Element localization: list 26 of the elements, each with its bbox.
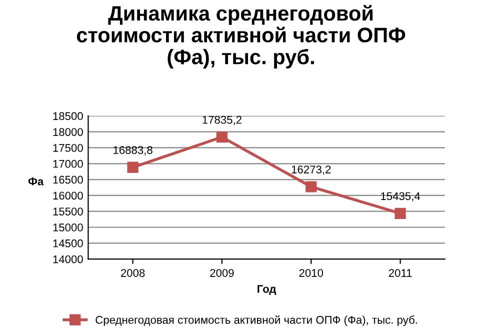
x-tick-label: 2008 — [120, 269, 145, 277]
y-tick-label: 17000 — [53, 160, 83, 168]
x-tick-label: 2011 — [388, 269, 412, 277]
x-tick-label: 2009 — [210, 269, 234, 277]
y-tick-label: 15000 — [53, 224, 83, 232]
data-label: 15435,4 — [381, 192, 420, 202]
y-tick-label: 16000 — [53, 192, 83, 200]
y-axis-title: Фа — [28, 177, 44, 186]
x-axis-title: Год — [258, 285, 276, 295]
data-label: 17835,2 — [202, 116, 242, 126]
y-tick-label: 17500 — [53, 144, 83, 152]
data-label: 16883,8 — [114, 146, 152, 156]
chart-title: Динамика среднегодовой стоимости активной части ОПФ (Фа), тыс. руб. — [76, 5, 406, 68]
legend-label: Среднегодовая стоимость активной части ОПФ (Фа), тыс. руб. — [96, 315, 417, 326]
y-tick-label: 18000 — [53, 128, 83, 136]
y-tick-label: 15500 — [53, 208, 83, 216]
y-tick-label: 14500 — [53, 239, 83, 248]
y-tick-label: 14000 — [53, 255, 83, 264]
y-tick-label: 16500 — [53, 176, 83, 184]
x-tick-label: 2010 — [299, 269, 324, 277]
y-tick-label: 18500 — [53, 112, 83, 120]
point — [216, 132, 228, 143]
point — [127, 162, 138, 173]
point — [394, 208, 406, 219]
point — [306, 181, 317, 192]
data-label: 16273,2 — [292, 166, 331, 175]
